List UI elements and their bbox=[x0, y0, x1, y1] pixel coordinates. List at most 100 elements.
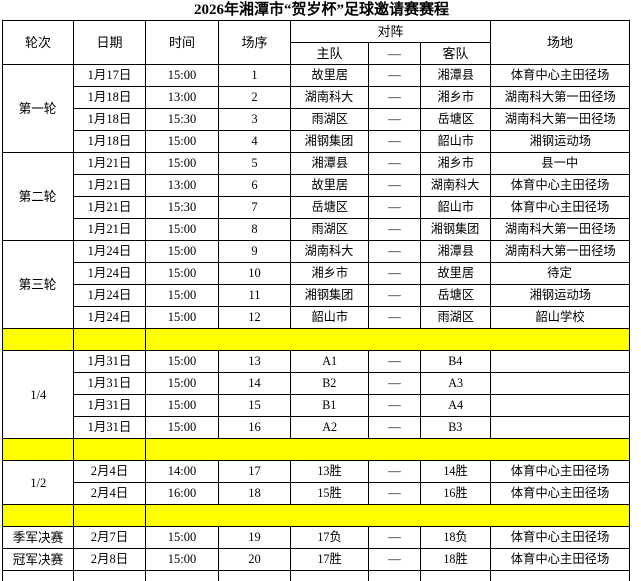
match-time: 15:00 bbox=[146, 373, 219, 395]
match-away-team: 韶山市 bbox=[421, 197, 491, 219]
match-order: 15 bbox=[219, 395, 291, 417]
match-home-team: A2 bbox=[291, 417, 369, 439]
match-date: 1月21日 bbox=[74, 219, 146, 241]
match-venue: 县一中 bbox=[491, 153, 630, 175]
match-venue: 待定 bbox=[491, 263, 630, 285]
tail-cell bbox=[291, 571, 369, 581]
spacer-cell-rest bbox=[146, 329, 630, 351]
match-dash: — bbox=[369, 285, 421, 307]
match-date: 1月31日 bbox=[74, 351, 146, 373]
match-dash: — bbox=[369, 131, 421, 153]
match-order: 7 bbox=[219, 197, 291, 219]
match-order: 17 bbox=[219, 461, 291, 483]
match-time: 15:00 bbox=[146, 153, 219, 175]
spacer-cell-round bbox=[3, 329, 74, 351]
match-date: 1月31日 bbox=[74, 373, 146, 395]
match-venue: 韶山学校 bbox=[491, 307, 630, 329]
match-venue bbox=[491, 373, 630, 395]
page-title: 2026年湘潭市“贺岁杯”足球邀请赛赛程 bbox=[0, 0, 641, 20]
tail-cell bbox=[3, 571, 74, 581]
match-time: 14:00 bbox=[146, 461, 219, 483]
match-date: 1月24日 bbox=[74, 263, 146, 285]
column-header-matchup-group: 对阵 bbox=[291, 21, 491, 43]
match-date: 1月21日 bbox=[74, 153, 146, 175]
match-time: 13:00 bbox=[146, 175, 219, 197]
section-spacer-row bbox=[3, 329, 630, 351]
match-venue bbox=[491, 395, 630, 417]
match-time: 15:00 bbox=[146, 351, 219, 373]
match-dash: — bbox=[369, 87, 421, 109]
spacer-cell-round bbox=[3, 505, 74, 527]
tail-cell bbox=[74, 571, 146, 581]
match-order: 3 bbox=[219, 109, 291, 131]
match-venue: 湖南科大第一田径场 bbox=[491, 87, 630, 109]
match-order: 12 bbox=[219, 307, 291, 329]
match-home-team: 岳塘区 bbox=[291, 197, 369, 219]
match-date: 1月17日 bbox=[74, 65, 146, 87]
tail-cell bbox=[421, 571, 491, 581]
match-date: 1月21日 bbox=[74, 197, 146, 219]
match-dash: — bbox=[369, 65, 421, 87]
match-dash: — bbox=[369, 197, 421, 219]
match-home-team: 湘乡市 bbox=[291, 263, 369, 285]
schedule-sheet: 2026年湘潭市“贺岁杯”足球邀请赛赛程 轮次 日期 时间 场序 对阵 场地 主… bbox=[0, 0, 641, 552]
spacer-cell-round bbox=[3, 439, 74, 461]
match-home-team: 15胜 bbox=[291, 483, 369, 505]
match-home-team: 湘钢集团 bbox=[291, 285, 369, 307]
match-dash: — bbox=[369, 153, 421, 175]
match-date: 1月18日 bbox=[74, 131, 146, 153]
match-dash: — bbox=[369, 351, 421, 373]
match-home-team: 故里居 bbox=[291, 65, 369, 87]
match-date: 1月18日 bbox=[74, 87, 146, 109]
column-header-dash: — bbox=[369, 43, 421, 65]
match-home-team: 雨湖区 bbox=[291, 109, 369, 131]
match-home-team: B1 bbox=[291, 395, 369, 417]
match-venue: 体育中心主田径场 bbox=[491, 483, 630, 505]
match-home-team: 13胜 bbox=[291, 461, 369, 483]
header-row-primary: 轮次 日期 时间 场序 对阵 场地 bbox=[3, 21, 630, 43]
column-header-date: 日期 bbox=[74, 21, 146, 65]
match-away-team: 岳塘区 bbox=[421, 109, 491, 131]
match-home-team: 韶山市 bbox=[291, 307, 369, 329]
match-dash: — bbox=[369, 241, 421, 263]
match-date: 1月21日 bbox=[74, 175, 146, 197]
spacer-cell-date bbox=[74, 505, 146, 527]
match-venue bbox=[491, 417, 630, 439]
match-away-team: A4 bbox=[421, 395, 491, 417]
match-home-team: A1 bbox=[291, 351, 369, 373]
match-home-team: 湖南科大 bbox=[291, 241, 369, 263]
match-time: 15:00 bbox=[146, 219, 219, 241]
spacer-cell-rest bbox=[146, 505, 630, 527]
match-dash: — bbox=[369, 219, 421, 241]
round-label-cell: 季军决赛 bbox=[3, 527, 74, 549]
match-time: 13:00 bbox=[146, 87, 219, 109]
match-time: 15:00 bbox=[146, 527, 219, 549]
match-date: 2月4日 bbox=[74, 483, 146, 505]
match-dash: — bbox=[369, 527, 421, 549]
match-dash: — bbox=[369, 395, 421, 417]
round-label-cell: 1/4 bbox=[3, 351, 74, 439]
match-time: 15:30 bbox=[146, 197, 219, 219]
match-away-team: 湖南科大 bbox=[421, 175, 491, 197]
match-away-team: 岳塘区 bbox=[421, 285, 491, 307]
match-date: 1月18日 bbox=[74, 109, 146, 131]
match-time: 15:00 bbox=[146, 263, 219, 285]
match-away-team: 16胜 bbox=[421, 483, 491, 505]
spacer-cell-date bbox=[74, 329, 146, 351]
match-dash: — bbox=[369, 263, 421, 285]
match-dash: — bbox=[369, 373, 421, 395]
match-dash: — bbox=[369, 307, 421, 329]
match-away-team: 湘潭县 bbox=[421, 65, 491, 87]
match-home-team: 湖南科大 bbox=[291, 87, 369, 109]
